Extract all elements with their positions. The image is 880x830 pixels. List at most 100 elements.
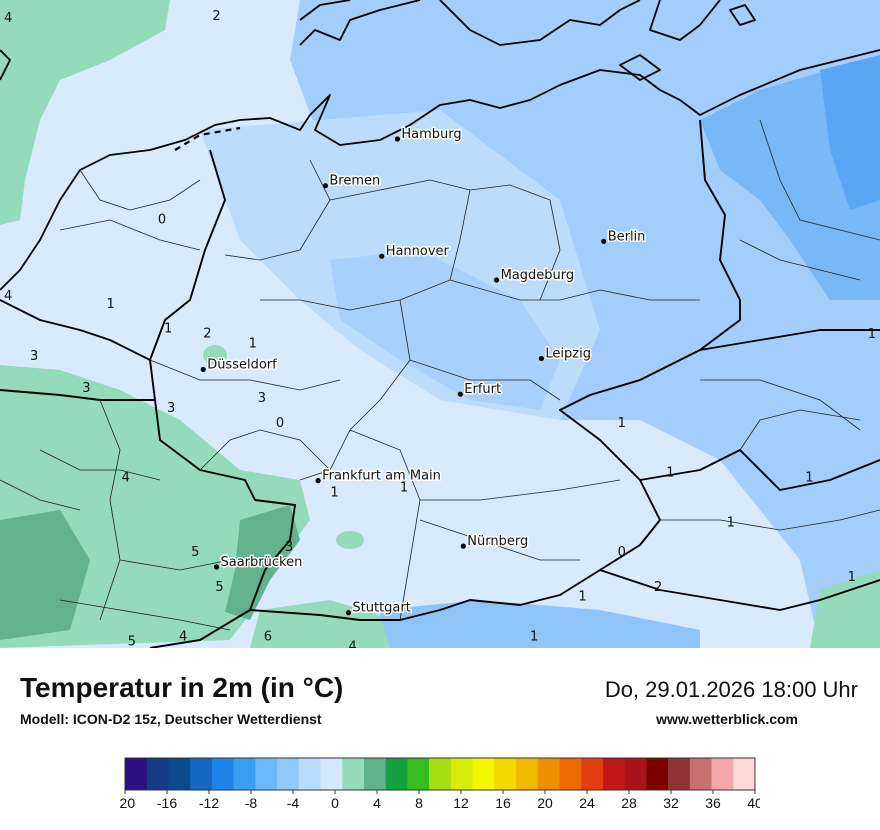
legend-swatch	[646, 758, 669, 790]
temperature-value: 0	[158, 212, 166, 227]
model-info: Modell: ICON-D2 15z, Deutscher Wetterdie…	[20, 711, 322, 727]
legend-swatch	[689, 758, 712, 790]
city-label: Düsseldorf	[207, 357, 277, 372]
legend-swatch	[320, 758, 343, 790]
temperature-value: 1	[848, 570, 856, 585]
city-dot	[538, 355, 545, 362]
cold-zone-baltic-core	[820, 55, 880, 210]
legend-tick-label: -20	[120, 795, 135, 811]
temperature-value: 2	[212, 9, 220, 24]
legend-tick-label: 8	[415, 795, 423, 811]
city-label: Berlin	[608, 229, 646, 244]
temperature-value: 1	[666, 466, 674, 481]
temperature-values: 2011213330411535456642112566563324322420…	[82, 9, 856, 648]
city-frankfurt-am-main[interactable]: Frankfurt am Main	[315, 467, 442, 485]
temperature-value: 4	[348, 639, 356, 648]
city-hamburg[interactable]: Hamburg	[394, 126, 463, 144]
legend-tick-label: 16	[495, 795, 511, 811]
city-dot	[394, 136, 400, 142]
edge-temperature-values: 4 4 3 1	[4, 11, 876, 364]
city-magdeburg[interactable]: Magdeburg	[494, 267, 576, 285]
temperature-value: 1	[106, 297, 114, 312]
legend-swatch	[363, 758, 386, 790]
city-dot	[494, 277, 500, 283]
city-erfurt[interactable]: Erfurt	[457, 381, 503, 399]
national-borders	[0, 119, 880, 648]
edge-temperature-value: 3	[30, 349, 38, 364]
temperature-value: 5	[191, 545, 199, 560]
city-dot	[460, 543, 466, 549]
legend-swatch	[581, 758, 604, 790]
city-leipzig[interactable]: Leipzig	[538, 345, 592, 363]
city-label: Bremen	[329, 174, 380, 189]
legend-swatch	[733, 758, 756, 790]
legend-swatch	[494, 758, 517, 790]
legend-swatch	[602, 758, 625, 790]
legend-tick-label: 36	[705, 795, 721, 811]
legend-tick-label: 28	[621, 795, 637, 811]
legend-tick-label: 12	[453, 795, 469, 811]
city-dot	[457, 391, 463, 397]
temperature-value: 1	[330, 486, 338, 501]
city-markers: Hamburg Bremen Berlin Hannover Magdeburg Düss…	[200, 126, 647, 617]
legend-swatch	[668, 758, 691, 790]
legend-swatch	[407, 758, 430, 790]
city-saarbrücken[interactable]: Saarbrücken	[213, 554, 304, 572]
city-stuttgart[interactable]: Stuttgart	[345, 599, 412, 617]
warm-zone-northsea	[0, 0, 170, 225]
city-dot	[322, 183, 328, 189]
city-bremen[interactable]: Bremen	[322, 172, 382, 190]
legend-swatch	[711, 758, 734, 790]
state-borders	[0, 119, 880, 631]
city-dot	[213, 564, 220, 570]
website-link[interactable]: www.wetterblick.com	[656, 711, 798, 727]
temperature-value: 1	[578, 590, 586, 605]
edge-temperature-value: 4	[4, 289, 12, 304]
legend-swatch	[342, 758, 365, 790]
temperature-value: 2	[203, 327, 211, 342]
edge-temperature-value: 4	[4, 11, 12, 26]
legend-tick-label: 24	[579, 795, 595, 811]
legend-swatch	[429, 758, 452, 790]
temperature-value: 0	[618, 545, 626, 560]
city-dot	[379, 253, 385, 259]
city-label: Erfurt	[464, 382, 501, 397]
cold-zone-germany-central	[330, 250, 560, 410]
city-label: Hannover	[386, 244, 450, 259]
legend-swatch	[125, 758, 148, 790]
warm-zone-southeast	[810, 570, 880, 648]
temperature-value: 1	[530, 630, 538, 645]
temperature-value: 1	[249, 337, 257, 352]
city-dot	[345, 610, 351, 616]
city-düsseldorf[interactable]: Düsseldorf	[200, 356, 279, 374]
city-berlin[interactable]: Berlin	[601, 228, 647, 246]
legend-swatch	[168, 758, 191, 790]
legend-swatch	[277, 758, 300, 790]
temperature-value: 2	[654, 580, 662, 595]
city-label: Magdeburg	[501, 268, 575, 283]
legend-ticks: -20 -16 -12 -8 -4 0 4 8 12 16 20 24 28 32 36 40	[120, 790, 760, 811]
city-dot	[315, 478, 321, 484]
temperature-value: 1	[618, 416, 626, 431]
temperature-value: 5	[215, 580, 223, 595]
legend-swatch	[385, 758, 408, 790]
temperature-value: 1	[805, 471, 813, 486]
city-label: Frankfurt am Main	[322, 469, 441, 484]
temperature-value: 5	[128, 634, 136, 648]
legend-tick-label: 40	[747, 795, 760, 811]
legend-swatch	[255, 758, 278, 790]
color-legend: -20 -16 -12 -8 -4 0 4 8 12 16 20 24 28 32 36 40	[120, 757, 760, 811]
temperature-value: 4	[122, 471, 130, 486]
warm-spot-cologne	[203, 345, 227, 365]
temperature-value: 1	[727, 515, 735, 530]
temperature-value: 3	[82, 381, 90, 396]
legend-tick-label: 32	[663, 795, 679, 811]
legend-tick-label: -8	[245, 795, 258, 811]
frisian-islands	[174, 126, 241, 151]
temperature-value: 3	[285, 540, 293, 555]
city-hannover[interactable]: Hannover	[379, 243, 451, 261]
city-dot	[601, 238, 607, 244]
legend-tick-label: -12	[199, 795, 219, 811]
city-nürnberg[interactable]: Nürnberg	[460, 533, 530, 551]
warm-zone-rhine	[0, 510, 90, 640]
